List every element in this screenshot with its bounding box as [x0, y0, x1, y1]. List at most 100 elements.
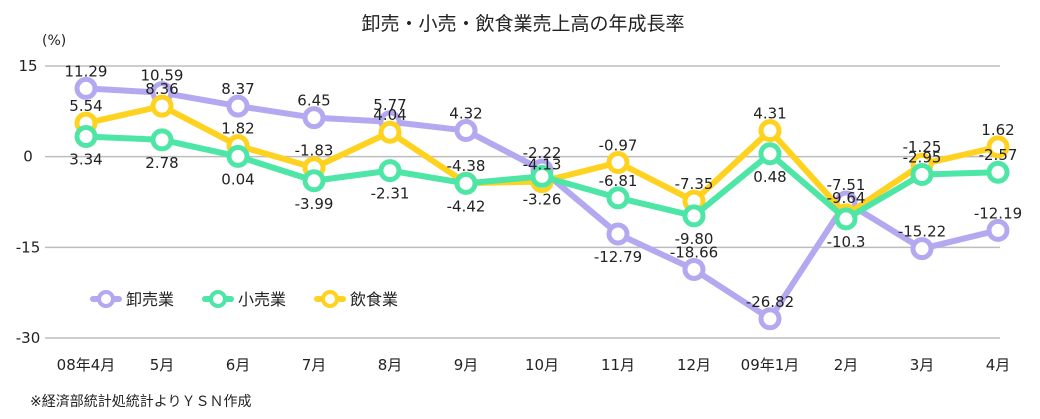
data-point: [74, 76, 98, 100]
data-label: 6.45: [297, 92, 330, 110]
y-tick-label: 15: [18, 57, 37, 75]
data-label: -7.51: [827, 176, 866, 194]
data-point: [758, 119, 782, 143]
data-point: [758, 142, 782, 166]
data-label: -18.66: [670, 243, 718, 261]
y-tick-label: 0: [23, 148, 33, 166]
data-label: -4.13: [523, 156, 562, 174]
legend-item: 卸売業: [90, 290, 174, 309]
series-layer: [74, 76, 1010, 331]
data-label: -1.83: [295, 142, 334, 160]
data-point: [986, 160, 1010, 184]
data-point: [454, 119, 478, 143]
data-point: [378, 159, 402, 183]
data-label: -12.79: [594, 248, 642, 266]
data-point: [682, 204, 706, 228]
chart-title: 卸売・小売・飲食業売上高の年成長率: [361, 13, 684, 35]
x-tick-label: 12月: [677, 356, 711, 374]
data-point: [758, 307, 782, 331]
data-label: -12.19: [974, 204, 1022, 222]
data-point: [302, 169, 326, 193]
data-point: [606, 151, 630, 175]
legend-label: 卸売業: [126, 290, 174, 309]
legend-swatch-marker: [209, 290, 227, 308]
x-tick-label: 09年1月: [741, 356, 800, 374]
data-point: [986, 135, 1010, 159]
data-label: 3.34: [69, 150, 102, 168]
data-label: 4.32: [449, 105, 482, 123]
data-point: [150, 128, 174, 152]
data-label: -3.99: [295, 195, 334, 213]
y-axis-unit-label: (%): [42, 33, 66, 49]
data-label: -2.57: [979, 146, 1018, 164]
y-tick-label: -15: [16, 238, 41, 256]
data-label: 10.59: [141, 67, 184, 85]
x-tick-label: 8月: [378, 356, 403, 374]
x-tick-label: 9月: [454, 356, 479, 374]
legend: 卸売業 小売業 飲食業: [90, 290, 398, 309]
data-label: -15.22: [898, 223, 946, 241]
data-point: [302, 106, 326, 130]
data-label: 4.31: [753, 105, 786, 123]
data-point: [530, 164, 554, 188]
data-point: [378, 120, 402, 144]
data-point: [454, 171, 478, 195]
data-label: -4.38: [447, 157, 486, 175]
legend-swatch-marker: [321, 290, 339, 308]
data-label: -9.64: [827, 189, 866, 207]
data-labels: 11.29 10.59 8.37 6.45 5.77 4.32 -2.22 -12.79 -18…: [65, 62, 1023, 310]
data-point: [150, 94, 174, 118]
data-label: 1.62: [981, 121, 1014, 139]
x-axis-ticks: 08年4月 5月 6月 7月 8月 9月 10月 11月 12月 09年1月 2月 3月 4月: [57, 356, 1011, 374]
data-label: 8.36: [145, 80, 178, 98]
data-point: [910, 237, 934, 261]
data-label: 5.54: [69, 97, 102, 115]
data-label: -3.26: [523, 190, 562, 208]
data-label: -2.31: [371, 185, 410, 203]
x-tick-label: 10月: [525, 356, 559, 374]
x-tick-label: 6月: [226, 356, 251, 374]
legend-swatch-marker: [97, 290, 115, 308]
data-label: 5.77: [373, 96, 406, 114]
x-tick-label: 3月: [910, 356, 935, 374]
data-label: -2.22: [523, 144, 562, 162]
x-tick-label: 7月: [302, 356, 327, 374]
data-label: 4.04: [373, 106, 406, 124]
data-point: [834, 207, 858, 231]
data-label: 0.48: [753, 168, 786, 186]
source-footnote: ※経済部統計処統計よりＹＳＮ作成: [30, 394, 251, 410]
data-label: -4.42: [447, 197, 486, 215]
data-label: -1.25: [903, 138, 942, 156]
y-tick-label: -30: [16, 329, 41, 347]
x-tick-label: 2月: [834, 356, 859, 374]
data-label: 2.78: [145, 154, 178, 172]
data-label: -9.80: [675, 230, 714, 248]
data-label: 0.04: [221, 170, 254, 188]
x-tick-label: 4月: [986, 356, 1011, 374]
data-point: [226, 144, 250, 168]
gridlines: [45, 65, 1000, 339]
legend-item: 小売業: [202, 290, 286, 309]
data-point: [986, 218, 1010, 242]
data-label: -10.3: [827, 233, 866, 251]
data-label: 11.29: [65, 62, 108, 80]
legend-label: 小売業: [238, 290, 286, 309]
x-tick-label: 5月: [150, 356, 175, 374]
data-point: [910, 162, 934, 186]
data-label: -2.95: [903, 148, 942, 166]
data-label: -6.81: [599, 172, 638, 190]
data-label: 1.82: [221, 120, 254, 138]
data-label: 8.37: [221, 80, 254, 98]
data-point: [606, 186, 630, 210]
data-point: [606, 222, 630, 246]
y-axis-ticks: 15 0 -15 -30: [16, 57, 41, 347]
x-tick-label: 08年4月: [57, 356, 116, 374]
x-tick-label: 11月: [601, 356, 635, 374]
data-point: [226, 94, 250, 118]
legend-item: 飲食業: [314, 290, 398, 309]
data-point: [682, 257, 706, 281]
data-label: -7.35: [675, 175, 714, 193]
data-label: -0.97: [599, 137, 638, 155]
data-point: [74, 124, 98, 148]
